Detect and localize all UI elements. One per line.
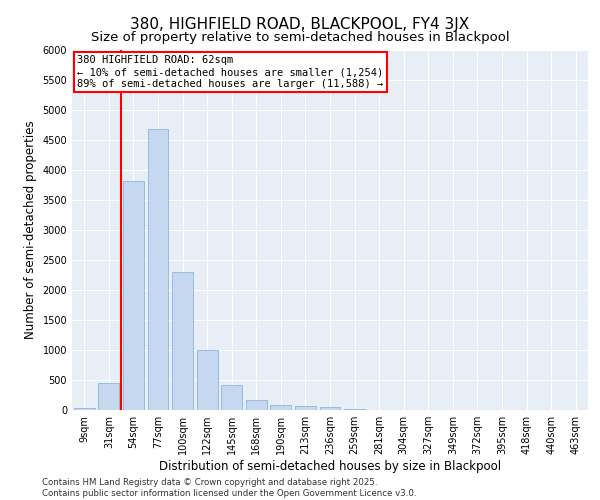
Bar (172, 272, 193, 410)
Text: 380, HIGHFIELD ROAD, BLACKPOOL, FY4 3JX: 380, HIGHFIELD ROAD, BLACKPOOL, FY4 3JX (130, 18, 470, 32)
X-axis label: Distribution of semi-detached houses by size in Blackpool: Distribution of semi-detached houses by … (159, 460, 501, 473)
Text: Size of property relative to semi-detached houses in Blackpool: Size of property relative to semi-detach… (91, 31, 509, 44)
Bar (320, 406, 340, 410)
Text: 380 HIGHFIELD ROAD: 62sqm
← 10% of semi-detached houses are smaller (1,254)
89% : 380 HIGHFIELD ROAD: 62sqm ← 10% of semi-… (77, 56, 383, 88)
Bar (271, 404, 292, 410)
Bar (98, 383, 119, 410)
Text: Contains HM Land Registry data © Crown copyright and database right 2025.
Contai: Contains HM Land Registry data © Crown c… (42, 478, 416, 498)
Bar (123, 181, 144, 410)
Bar (74, 408, 95, 410)
Bar (221, 385, 242, 410)
Bar (295, 406, 316, 410)
Y-axis label: Number of semi-detached properties: Number of semi-detached properties (24, 120, 37, 340)
Bar (148, 129, 169, 410)
Bar (197, 350, 218, 410)
Bar (246, 400, 267, 410)
